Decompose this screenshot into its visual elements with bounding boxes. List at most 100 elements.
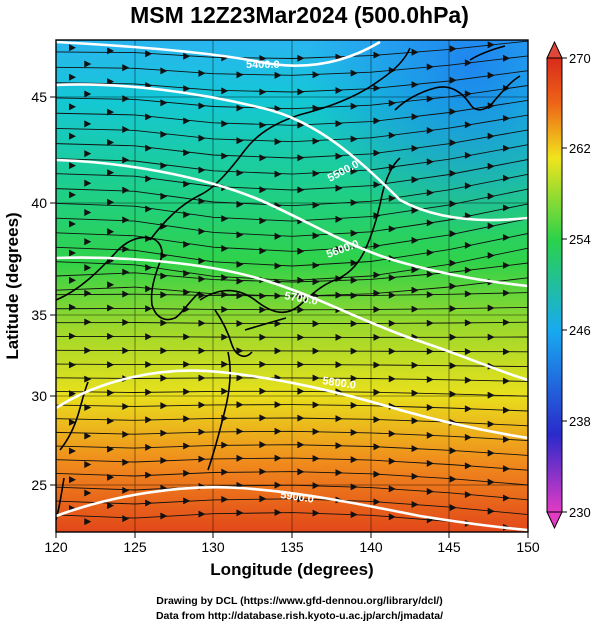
colorbar-tick: 270 [569,51,591,66]
coastlines [56,45,521,521]
wind-arrow [464,462,472,470]
wind-arrow [182,211,191,219]
map-title: MSM 12Z23Mar2024 (500.0hPa) [130,2,469,28]
wind-arrow [84,90,92,98]
wind-arrow [449,139,457,147]
wind-arrow [335,152,343,160]
wind-arrow [426,270,434,278]
streamline [56,218,528,252]
wind-arrow [350,483,358,491]
wind-arrow [335,87,343,94]
wind-arrow [274,71,282,79]
wind-arrow [502,318,511,326]
wind-arrow [182,240,191,248]
wind-arrow [122,403,130,410]
wind-arrow [335,415,343,423]
wind-arrow [144,499,153,507]
colorbar: 230 238 246 254 262 270 [546,40,591,530]
wind-arrow [182,52,191,60]
streamline [56,430,528,442]
y-axis-label: Latitude (degrees) [3,212,22,359]
wind-arrow [297,387,305,395]
wind-arrow [160,429,168,437]
wind-arrow [84,375,92,383]
streamline [56,144,528,175]
wind-arrow [182,497,191,505]
wind-arrow [411,113,419,121]
wind-arrow [312,261,320,269]
wind-arrow [122,64,130,72]
streamline [56,498,528,516]
wind-arrow [182,85,191,93]
colorbar-tick: 246 [569,323,591,338]
wind-arrow [426,219,434,227]
wind-arrow [144,443,153,451]
wind-arrow [388,274,396,282]
x-axis-label: Longitude (degrees) [210,560,373,579]
wind-arrow [487,507,495,515]
wind-arrow [312,170,320,177]
wind-arrow [274,509,282,516]
wind-arrow [464,433,472,441]
wind-arrow [297,495,305,503]
wind-arrow [106,417,115,425]
wind-arrow [502,406,511,414]
wind-arrow [198,257,206,265]
wind-arrow [388,194,396,202]
wind-arrow [68,332,77,340]
wind-arrow [335,442,343,450]
wind-arrow [297,186,305,194]
wind-arrow [274,292,282,300]
wind-arrow [388,319,396,327]
wind-arrow [388,375,396,383]
x-tick-label: 120 [44,539,68,555]
wind-arrow [373,361,381,369]
wind-arrow [449,108,457,116]
colorbar-tick: 254 [569,232,591,247]
wind-arrow [236,169,244,177]
streamline [56,444,528,456]
wind-arrow [236,231,244,239]
wind-arrow [411,445,419,453]
wind-arrow [350,347,358,355]
wind-arrow [487,71,495,79]
wind-arrow [84,432,92,440]
wind-arrow [426,319,434,327]
wind-arrow [312,137,320,145]
wind-arrow [487,41,495,49]
streamline [56,262,528,283]
wind-arrow [373,242,381,250]
wind-arrow [160,272,168,280]
wind-arrow [236,71,244,79]
streamline [56,457,528,471]
wind-arrow [122,430,130,438]
wind-arrow [297,333,305,341]
wind-arrow [160,319,168,327]
wind-arrow [411,176,419,184]
wind-arrow [426,63,434,71]
wind-arrow [464,59,472,67]
wind-arrow [487,304,495,312]
wind-arrow [84,120,92,128]
wind-arrow [426,376,434,383]
wind-arrow [160,192,168,200]
wind-arrow [335,120,343,128]
wind-arrow [502,465,511,473]
wind-arrow [449,76,457,84]
wind-arrow [221,245,229,252]
wind-arrow [464,90,472,98]
streamline [56,114,528,143]
wind-arrow [312,278,320,286]
wind-arrow [297,306,305,314]
wind-arrow [160,67,168,75]
wind-arrow [502,348,511,356]
streamline [56,484,528,501]
wind-arrow [502,494,511,502]
wind-arrow [259,360,267,368]
wind-arrow [144,175,153,183]
wind-arrow [84,60,92,68]
streamline [56,377,528,382]
wind-arrow [388,347,396,355]
wind-arrow [198,102,206,110]
